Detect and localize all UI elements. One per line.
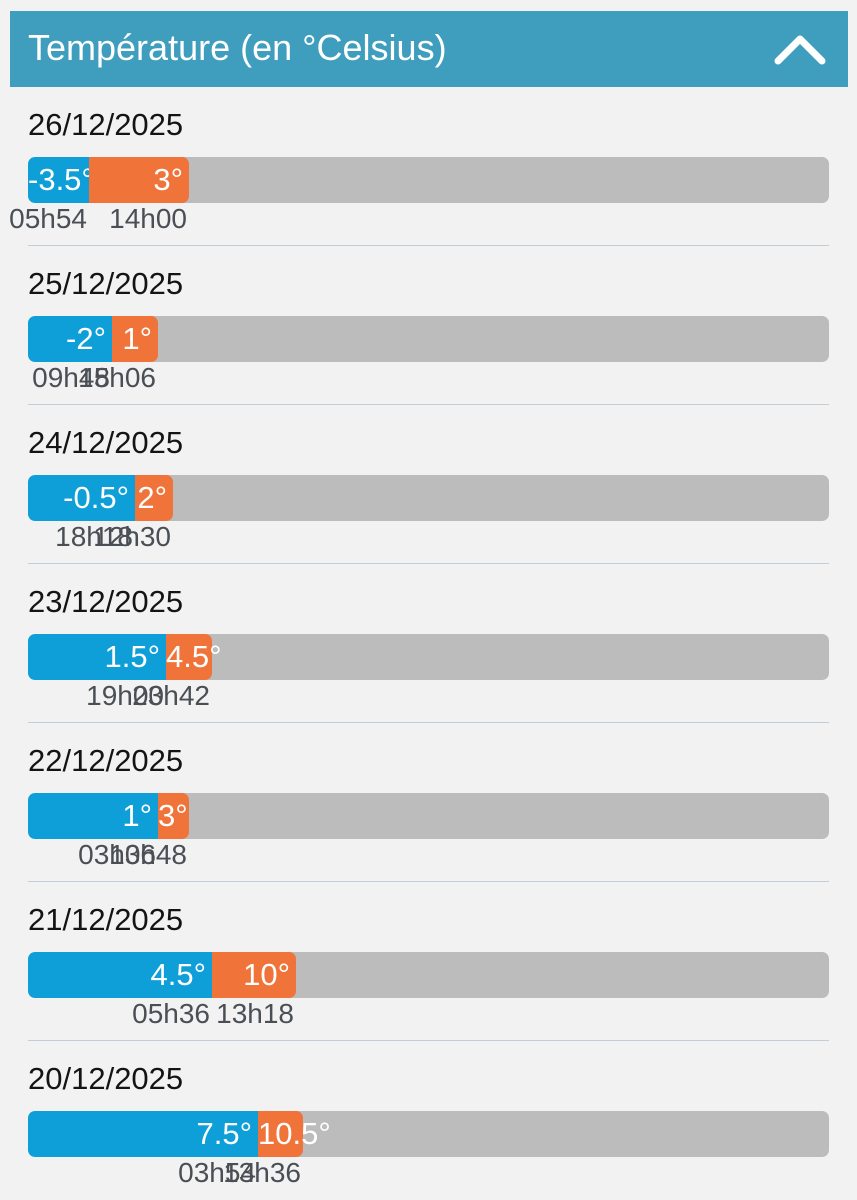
min-temperature-time: 05h54 — [9, 203, 87, 234]
min-temperature-bar: 4.5° — [28, 952, 212, 998]
min-temperature-time: 03h06 — [78, 839, 156, 870]
temperature-range-bar: -0.5° 2° — [28, 475, 829, 521]
day-date: 24/12/2025 — [28, 425, 184, 460]
day-date: 22/12/2025 — [28, 743, 184, 778]
row-divider — [28, 881, 829, 882]
max-temperature-time: 13h18 — [216, 998, 294, 1029]
min-temperature-bar: -0.5° — [28, 475, 135, 521]
min-temperature-time: 19h00 — [86, 680, 164, 711]
max-temperature-time: 13h48 — [109, 839, 187, 870]
day-row: 25/12/2025 -2° 1° 09h48 15h06 — [10, 246, 848, 405]
max-temperature-bar: 2° — [135, 475, 173, 521]
day-date: 26/12/2025 — [28, 107, 184, 142]
min-temperature-bar: -2° — [28, 316, 112, 362]
min-temperature-bar: 7.5° — [28, 1111, 258, 1157]
day-date: 25/12/2025 — [28, 266, 184, 301]
day-row: 23/12/2025 1.5° 4.5° 19h00 23h42 — [10, 564, 848, 723]
max-temperature-time: 23h42 — [132, 680, 210, 711]
temperature-range-bar: -3.5° 3° — [28, 157, 829, 203]
min-temperature-bar: 1° — [28, 793, 158, 839]
temperature-range-bar: -2° 1° — [28, 316, 829, 362]
row-divider — [28, 722, 829, 723]
temperature-range-bar: 7.5° 10.5° — [28, 1111, 829, 1157]
row-divider — [28, 404, 829, 405]
row-divider — [28, 245, 829, 246]
temperature-header[interactable]: Température (en °Celsius) — [10, 11, 848, 87]
max-temperature-time: 14h00 — [109, 203, 187, 234]
max-temperature-bar: 1° — [112, 316, 158, 362]
min-temperature-time: 05h36 — [132, 998, 210, 1029]
day-date: 21/12/2025 — [28, 902, 184, 937]
min-temperature-time: 09h48 — [32, 362, 110, 393]
day-row: 20/12/2025 7.5° 10.5° 03h54 13h36 — [10, 1041, 848, 1200]
min-temperature-bar: -3.5° — [28, 157, 94, 203]
row-divider — [28, 563, 829, 564]
day-row: 21/12/2025 4.5° 10° 05h36 13h18 — [10, 882, 848, 1041]
temperature-range-bar: 4.5° 10° — [28, 952, 829, 998]
min-temperature-time: 03h54 — [178, 1157, 256, 1188]
temperature-range-bar: 1° 3° — [28, 793, 829, 839]
day-date: 23/12/2025 — [28, 584, 184, 619]
min-temperature-bar: 1.5° — [28, 634, 166, 680]
max-temperature-bar: 10° — [212, 952, 296, 998]
temperature-panel: Température (en °Celsius) 26/12/2025 -3.5… — [9, 11, 848, 1200]
max-temperature-time: 15h06 — [78, 362, 156, 393]
max-temperature-time: 12h30 — [93, 521, 171, 552]
day-row: 22/12/2025 1° 3° 03h06 13h48 — [10, 723, 848, 882]
max-temperature-bar: 10.5° — [258, 1111, 331, 1157]
day-date: 20/12/2025 — [28, 1061, 184, 1096]
max-temperature-time: 13h36 — [223, 1157, 301, 1188]
panel-title: Température (en °Celsius) — [28, 27, 447, 68]
max-temperature-bar: 3° — [158, 793, 189, 839]
day-row: 24/12/2025 -0.5° 2° 18h18 12h30 — [10, 405, 848, 564]
chevron-up-icon[interactable] — [772, 21, 828, 77]
min-temperature-time: 18h18 — [55, 521, 133, 552]
day-row: 26/12/2025 -3.5° 3° 05h54 14h00 — [9, 87, 848, 246]
temperature-range-bar: 1.5° 4.5° — [28, 634, 829, 680]
row-divider — [28, 1040, 829, 1041]
max-temperature-bar: 4.5° — [166, 634, 222, 680]
max-temperature-bar: 3° — [89, 157, 189, 203]
